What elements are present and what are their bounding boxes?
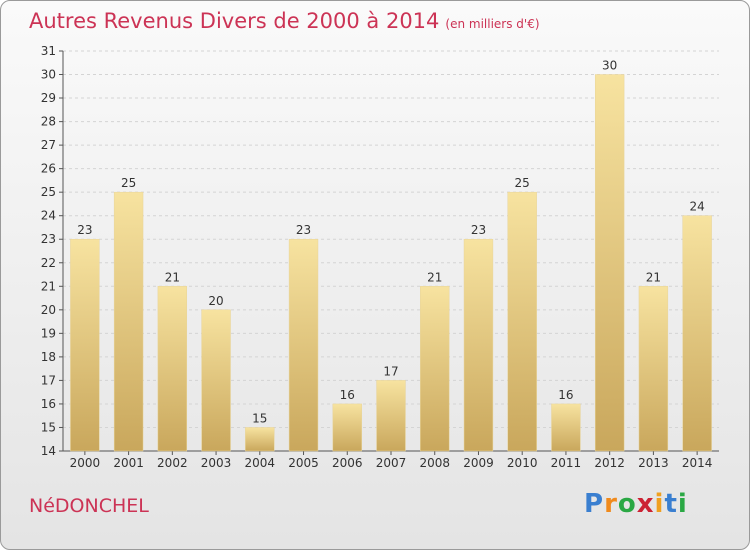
- y-tick-label: 15: [41, 420, 56, 434]
- x-tick-label: 2005: [288, 456, 319, 470]
- bar: [288, 238, 319, 452]
- brand-letter: i: [677, 489, 688, 519]
- brand-letter: o: [617, 489, 637, 519]
- data-label: 30: [602, 59, 617, 73]
- y-tick-label: 27: [41, 138, 56, 152]
- x-tick-label: 2009: [463, 456, 494, 470]
- bar: [682, 215, 712, 452]
- bar: [201, 309, 231, 452]
- brand-letter: t: [664, 489, 678, 519]
- data-label: 25: [121, 176, 136, 190]
- brand-letter: x: [636, 489, 655, 519]
- x-tick-label: 2007: [376, 456, 407, 470]
- data-label: 20: [208, 294, 223, 308]
- bar: [463, 238, 494, 452]
- chart-unit: (en milliers d'€): [445, 17, 540, 31]
- bar: [70, 238, 100, 452]
- y-tick-label: 21: [41, 279, 56, 293]
- y-tick-label: 26: [41, 162, 56, 176]
- brand-letter: P: [584, 489, 605, 519]
- y-tick-label: 22: [41, 256, 56, 270]
- y-tick-label: 28: [41, 115, 56, 129]
- data-label: 16: [558, 388, 573, 402]
- y-tick-label: 23: [41, 232, 56, 246]
- data-label: 21: [165, 270, 180, 284]
- brand-letter: i: [654, 489, 665, 519]
- data-label: 24: [689, 200, 704, 214]
- y-tick-label: 20: [41, 303, 56, 317]
- x-tick-label: 2011: [551, 456, 582, 470]
- data-label: 21: [427, 270, 442, 284]
- y-tick-label: 17: [41, 373, 56, 387]
- bar: [113, 191, 144, 452]
- y-tick-label: 24: [41, 209, 56, 223]
- bar: [594, 74, 625, 452]
- bar: [638, 286, 669, 452]
- x-tick-label: 2010: [507, 456, 538, 470]
- brand-letter: r: [604, 489, 618, 519]
- x-tick-label: 2008: [419, 456, 450, 470]
- bar: [157, 286, 188, 452]
- proxiti-logo: Proxiti: [584, 489, 688, 519]
- x-tick-label: 2004: [245, 456, 276, 470]
- x-tick-label: 2002: [157, 456, 188, 470]
- x-tick-label: 2013: [638, 456, 669, 470]
- data-label: 16: [340, 388, 355, 402]
- x-tick-label: 2003: [201, 456, 232, 470]
- y-tick-label: 25: [41, 185, 56, 199]
- y-tick-label: 18: [41, 350, 56, 364]
- x-tick-label: 2014: [682, 456, 713, 470]
- bar: [507, 191, 537, 452]
- x-tick-label: 2000: [70, 456, 101, 470]
- commune-name: NéDONCHEL: [29, 495, 149, 517]
- bar: [551, 403, 581, 452]
- data-label: 25: [515, 176, 530, 190]
- data-label: 23: [296, 223, 311, 237]
- chart-title: Autres Revenus Divers de 2000 à 2014 (en …: [29, 9, 540, 33]
- y-tick-label: 14: [41, 444, 56, 458]
- y-tick-label: 30: [41, 68, 56, 82]
- y-tick-label: 19: [41, 326, 56, 340]
- y-tick-label: 29: [41, 91, 56, 105]
- x-tick-label: 2006: [332, 456, 363, 470]
- bar: [332, 403, 362, 452]
- bar: [420, 286, 450, 452]
- x-tick-label: 2001: [113, 456, 144, 470]
- y-tick-label: 16: [41, 397, 56, 411]
- y-tick-label: 31: [41, 44, 56, 58]
- data-label: 15: [252, 411, 267, 425]
- x-tick-label: 2012: [594, 456, 625, 470]
- bar: [245, 427, 275, 452]
- chart-title-text: Autres Revenus Divers de 2000 à 2014: [29, 9, 440, 33]
- bar: [376, 380, 406, 452]
- data-label: 21: [646, 270, 661, 284]
- data-label: 23: [77, 223, 92, 237]
- data-label: 17: [383, 364, 398, 378]
- data-label: 23: [471, 223, 486, 237]
